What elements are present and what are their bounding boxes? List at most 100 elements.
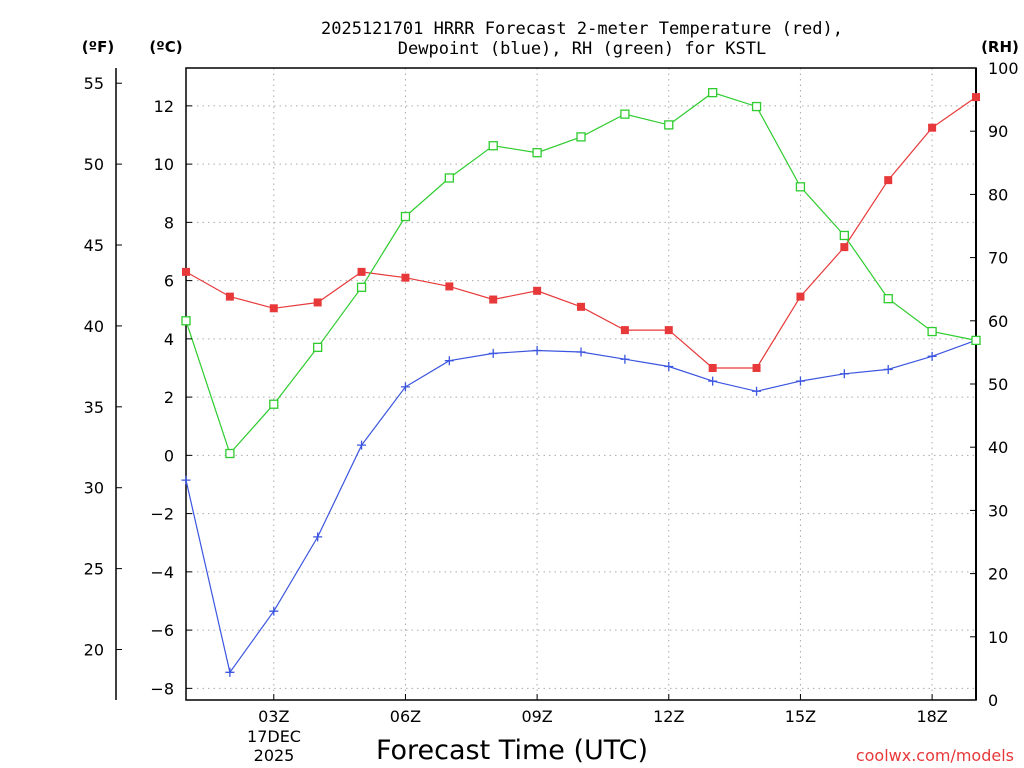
celsius-tick-label: 4 [164, 330, 174, 349]
grid-lines [186, 68, 976, 700]
celsius-tick-label: −4 [150, 563, 174, 582]
rh-tick-label: 0 [988, 691, 998, 710]
temperature-point [533, 286, 542, 295]
rh-point [883, 294, 893, 304]
rh-point [532, 148, 542, 158]
dewpoint-point [313, 532, 323, 542]
date-label-year: 2025 [254, 746, 295, 765]
tick-layer: −8 −6 −4 −2 0 2 4 6 8 10 12 03Z 06Z 09Z 12Z 15Z 18Z 20 25 3… [84, 59, 1019, 726]
x-tick-label: 15Z [785, 707, 816, 726]
date-label-day: 17DEC [247, 727, 301, 746]
rh-point [795, 182, 806, 192]
x-axis-title: Forecast Time (UTC) [376, 735, 648, 766]
celsius-tick-label: −2 [150, 505, 174, 524]
rh-tick-label: 90 [988, 122, 1008, 141]
credit-link[interactable]: coolwx.com/models [856, 746, 1014, 765]
fahrenheit-tick-label: 55 [84, 74, 104, 93]
celsius-tick-label: 10 [154, 155, 174, 174]
rh-point [444, 173, 454, 183]
dewpoint-point [576, 347, 586, 357]
plot-frame [185, 67, 977, 701]
rh-point [400, 211, 411, 222]
temperature-point [182, 267, 190, 276]
temperature-point [445, 282, 454, 291]
rh-tick-label: 80 [988, 185, 1008, 204]
temperature-point [313, 298, 322, 307]
dewpoint-point [839, 369, 849, 379]
fahrenheit-tick-label: 45 [84, 236, 104, 255]
celsius-tick-label: 12 [154, 97, 174, 116]
rh-point [576, 132, 586, 142]
rh-tick-label: 20 [988, 565, 1008, 584]
chart-title-line-2: Dewpoint (blue), RH (green) for KSTL [398, 39, 766, 59]
dewpoint-line [185, 339, 977, 674]
dewpoint-point [708, 376, 718, 386]
dewpoint-point [927, 351, 937, 361]
dewpoint-point [488, 348, 498, 358]
celsius-tick-label: 8 [164, 213, 174, 232]
fahrenheit-tick-label: 40 [84, 317, 104, 336]
rh-point [927, 326, 937, 337]
temperature-point [884, 176, 893, 185]
rh-line [185, 91, 977, 455]
dewpoint-point [664, 362, 674, 372]
temperature-point [708, 363, 717, 372]
rh-unit-label: (RH) [981, 38, 1019, 56]
rh-point [971, 335, 981, 346]
dewpoint-point [795, 376, 805, 386]
temperature-point [269, 304, 278, 313]
celsius-unit-label: (ºC) [149, 38, 182, 56]
rh-tick-label: 50 [988, 375, 1008, 394]
temperature-point [972, 93, 980, 102]
celsius-tick-label: 6 [164, 272, 174, 291]
temperature-point [620, 326, 629, 335]
rh-point [664, 120, 674, 130]
fahrenheit-unit-label: (ºF) [82, 38, 114, 56]
rh-tick-label: 10 [988, 628, 1008, 647]
rh-tick-label: 30 [988, 501, 1008, 520]
dewpoint-point [620, 354, 630, 364]
dewpoint-point [752, 386, 762, 396]
rh-point [181, 316, 191, 326]
dewpoint-point [357, 440, 367, 450]
temperature-point [796, 292, 805, 301]
rh-point [620, 109, 630, 119]
chart-title-line-1: 2025121701 HRRR Forecast 2-meter Tempera… [321, 19, 843, 39]
x-tick-label: 09Z [521, 707, 552, 726]
dewpoint-point [400, 382, 410, 392]
fahrenheit-tick-label: 30 [84, 479, 104, 498]
dewpoint-point [444, 356, 454, 366]
rh-point [708, 87, 718, 98]
temperature-point [357, 267, 366, 276]
rh-point [225, 448, 235, 459]
temperature-point [840, 243, 849, 252]
fahrenheit-tick-label: 35 [84, 398, 104, 417]
rh-point [751, 101, 762, 112]
dewpoint-point [532, 346, 542, 356]
rh-tick-label: 100 [988, 59, 1019, 78]
celsius-tick-label: −8 [150, 679, 174, 698]
dewpoint-point [269, 606, 279, 616]
x-tick-label: 06Z [390, 707, 421, 726]
temperature-point [752, 363, 761, 372]
temperature-point [489, 295, 498, 304]
rh-point [269, 399, 279, 409]
dewpoint-point [225, 667, 235, 677]
fahrenheit-tick-label: 50 [84, 155, 104, 174]
temperature-point [928, 123, 937, 132]
dewpoint-point [181, 475, 191, 485]
celsius-tick-label: 0 [164, 446, 174, 465]
dewpoint-point [883, 364, 893, 374]
temperature-point [664, 326, 673, 335]
series-layer [181, 87, 981, 677]
fahrenheit-tick-label: 20 [84, 641, 104, 660]
rh-point [488, 141, 498, 151]
rh-point [313, 342, 323, 352]
fahrenheit-tick-label: 25 [84, 560, 104, 579]
rh-point [356, 282, 367, 292]
rh-point [839, 230, 849, 241]
temperature-point [225, 292, 234, 301]
celsius-tick-label: −6 [150, 621, 174, 640]
x-tick-label: 18Z [916, 707, 947, 726]
